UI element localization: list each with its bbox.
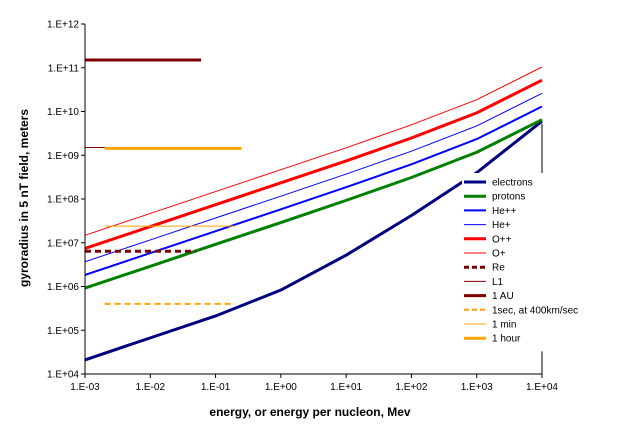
legend-label: O++ xyxy=(492,234,512,245)
series-line-o xyxy=(84,66,543,236)
x-tick-label: 1.E+01 xyxy=(330,382,362,393)
legend-label: He++ xyxy=(492,206,517,217)
legend-label: O+ xyxy=(492,249,506,260)
series-line-he xyxy=(84,92,543,263)
legend-label: 1sec, at 400km/sec xyxy=(492,305,578,316)
y-tick-label: 1.E+06 xyxy=(47,282,79,293)
legend-label: 1 AU xyxy=(492,291,514,302)
x-tick-label: 1.E-02 xyxy=(136,382,166,393)
y-tick-label: 1.E+11 xyxy=(48,63,80,74)
y-tick-label: 1.E+08 xyxy=(47,195,79,206)
legend-label: protons xyxy=(492,192,525,203)
x-tick-label: 1.E+04 xyxy=(526,382,558,393)
y-tick-label: 1.E+04 xyxy=(47,370,79,381)
legend-label: L1 xyxy=(492,277,504,288)
y-axis-title: gyroradius in 5 nT field, meters xyxy=(17,109,31,287)
legend-label: Re xyxy=(492,263,505,274)
legend-label: 1 hour xyxy=(492,334,521,345)
series-line-he xyxy=(84,105,543,276)
x-tick-label: 1.E+00 xyxy=(265,382,297,393)
legend-label: 1 min xyxy=(492,320,516,331)
x-tick-label: 1.E-03 xyxy=(70,382,100,393)
legend-label: electrons xyxy=(492,178,533,189)
legend-box xyxy=(462,173,548,352)
y-tick-label: 1.E+10 xyxy=(47,107,79,118)
series-line-protons xyxy=(84,118,543,290)
x-tick-label: 1.E+02 xyxy=(395,382,427,393)
x-axis-title: energy, or energy per nucleon, Mev xyxy=(209,405,410,419)
series-line-o xyxy=(84,78,543,250)
y-tick-label: 1.E+09 xyxy=(47,151,79,162)
y-tick-label: 1.E+05 xyxy=(47,326,79,337)
legend: electrons protons He++ He+ O++ O+ Re L1 1 AU 1sec… xyxy=(462,173,578,352)
x-tick-label: 1.E+03 xyxy=(461,382,493,393)
x-tick-label: 1.E-01 xyxy=(201,382,231,393)
y-tick-label: 1.E+12 xyxy=(47,20,79,31)
legend-label: He+ xyxy=(492,220,511,231)
y-tick-label: 1.E+07 xyxy=(47,238,79,249)
